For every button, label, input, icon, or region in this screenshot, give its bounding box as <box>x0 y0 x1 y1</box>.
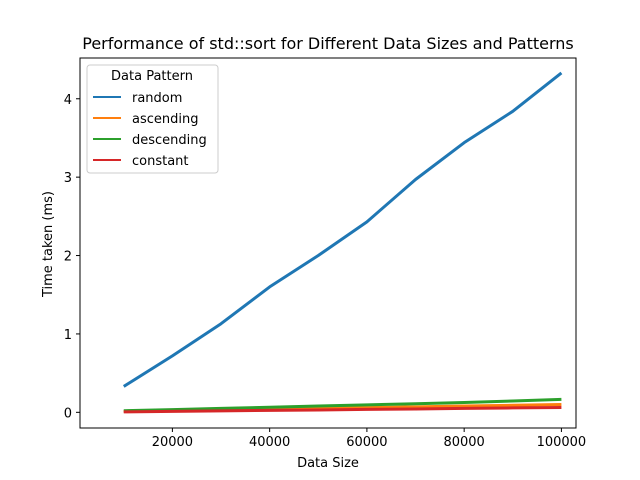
y-tick-label: 4 <box>64 93 72 108</box>
chart-title: Performance of std::sort for Different D… <box>82 34 574 53</box>
x-tick-label: 20000 <box>152 435 193 450</box>
y-tick-label: 3 <box>64 171 72 186</box>
plot-frame <box>79 57 577 429</box>
legend: Data Pattern random ascending descending co… <box>86 64 219 174</box>
series-line-descending <box>123 397 562 413</box>
legend-label-ascending: ascending <box>132 112 198 127</box>
x-axis-label: Data Size <box>297 456 359 471</box>
legend-label-constant: constant <box>132 154 189 169</box>
series-layer <box>122 71 563 414</box>
y-axis-label: Time taken (ms) <box>41 191 56 298</box>
x-tick-label: 80000 <box>443 435 484 450</box>
legend-items: random ascending descending constant <box>93 91 207 169</box>
y-tick-label: 2 <box>64 250 72 265</box>
legend-label-descending: descending <box>132 133 207 148</box>
legend-label-random: random <box>132 91 182 106</box>
y-tick-label: 1 <box>64 328 72 343</box>
legend-title: Data Pattern <box>111 69 193 84</box>
ticks-layer: 20000 40000 60000 80000 100000 0 1 2 3 4 <box>64 93 587 450</box>
series-line-random <box>122 71 563 388</box>
x-tick-label: 100000 <box>537 435 587 450</box>
legend-box <box>86 64 219 174</box>
y-tick-label: 0 <box>64 406 72 421</box>
series-line-constant <box>123 405 562 414</box>
x-tick-label: 60000 <box>346 435 387 450</box>
x-tick-label: 40000 <box>249 435 290 450</box>
